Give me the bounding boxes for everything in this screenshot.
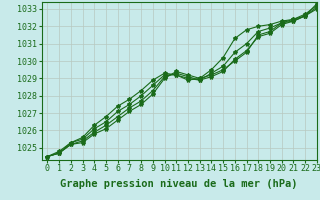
X-axis label: Graphe pression niveau de la mer (hPa): Graphe pression niveau de la mer (hPa)	[60, 179, 298, 189]
